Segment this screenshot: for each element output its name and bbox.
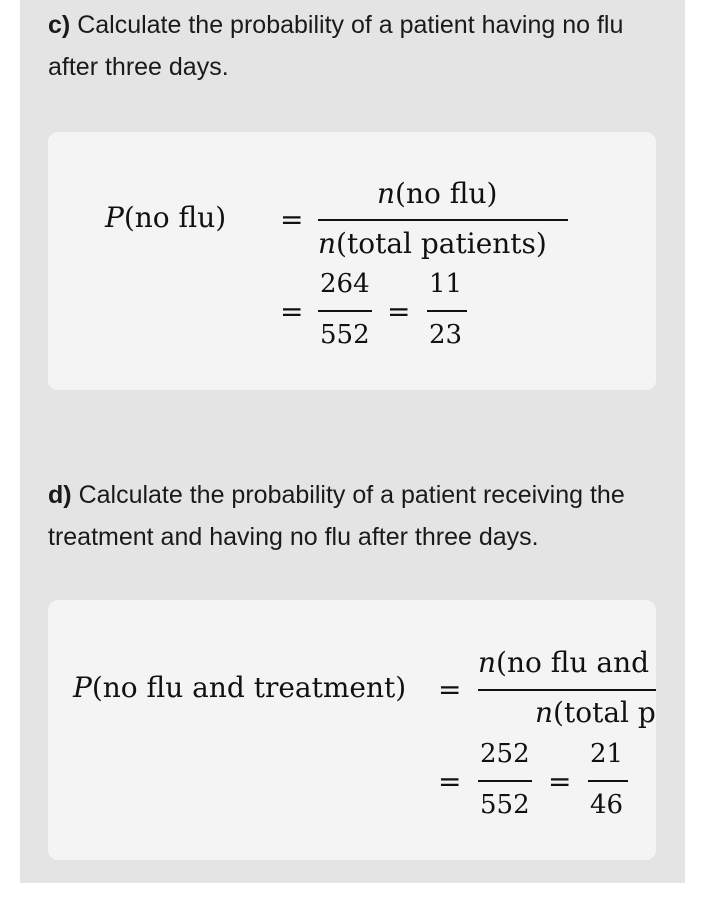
lhs-c: P(no flu) bbox=[105, 201, 227, 234]
fraction1-denominator-c: 552 bbox=[320, 320, 370, 350]
fraction2-denominator-d: 46 bbox=[590, 790, 624, 820]
solution-card-d: P(no flu and treatment) = n(no flu and t… bbox=[48, 600, 656, 860]
fraction2-numerator-d: 21 bbox=[590, 739, 624, 769]
fraction1-numerator-d: 252 bbox=[480, 739, 530, 769]
solution-card-c: P(no flu) = n(no flu) n(total patients) … bbox=[48, 132, 656, 390]
question-d-label: d) bbox=[48, 481, 72, 509]
fraction1-bar-c bbox=[318, 310, 372, 312]
equals-sign: = bbox=[548, 765, 572, 798]
fraction2-bar-d bbox=[588, 780, 628, 782]
equals-sign: = bbox=[280, 295, 304, 328]
equals-sign: = bbox=[280, 203, 304, 236]
fraction2-denominator-c: 23 bbox=[429, 320, 463, 350]
question-c-text: Calculate the probability of a patient h… bbox=[48, 11, 624, 81]
fraction-bar-c bbox=[318, 219, 568, 221]
question-d: d) Calculate the probability of a patien… bbox=[48, 474, 663, 558]
fraction1-bar-d bbox=[478, 780, 532, 782]
fraction-bar-d bbox=[478, 689, 656, 691]
fraction1-denominator-d: 552 bbox=[480, 790, 530, 820]
question-c: c) Calculate the probability of a patien… bbox=[48, 4, 663, 88]
denominator-d: n(total pa bbox=[535, 696, 656, 729]
equals-sign: = bbox=[438, 673, 462, 706]
fraction2-bar-c bbox=[427, 310, 467, 312]
denominator-c: n(total patients) bbox=[318, 227, 547, 260]
lhs-d: P(no flu and treatment) bbox=[73, 671, 407, 704]
fraction2-numerator-c: 11 bbox=[429, 269, 463, 299]
equals-sign: = bbox=[438, 765, 462, 798]
fraction1-numerator-c: 264 bbox=[320, 269, 370, 299]
question-d-text: Calculate the probability of a patient r… bbox=[48, 481, 625, 551]
numerator-d: n(no flu and t bbox=[478, 646, 656, 679]
question-c-label: c) bbox=[48, 11, 71, 39]
content-panel: c) Calculate the probability of a patien… bbox=[20, 0, 685, 883]
numerator-c: n(no flu) bbox=[377, 177, 498, 210]
equals-sign: = bbox=[387, 295, 411, 328]
